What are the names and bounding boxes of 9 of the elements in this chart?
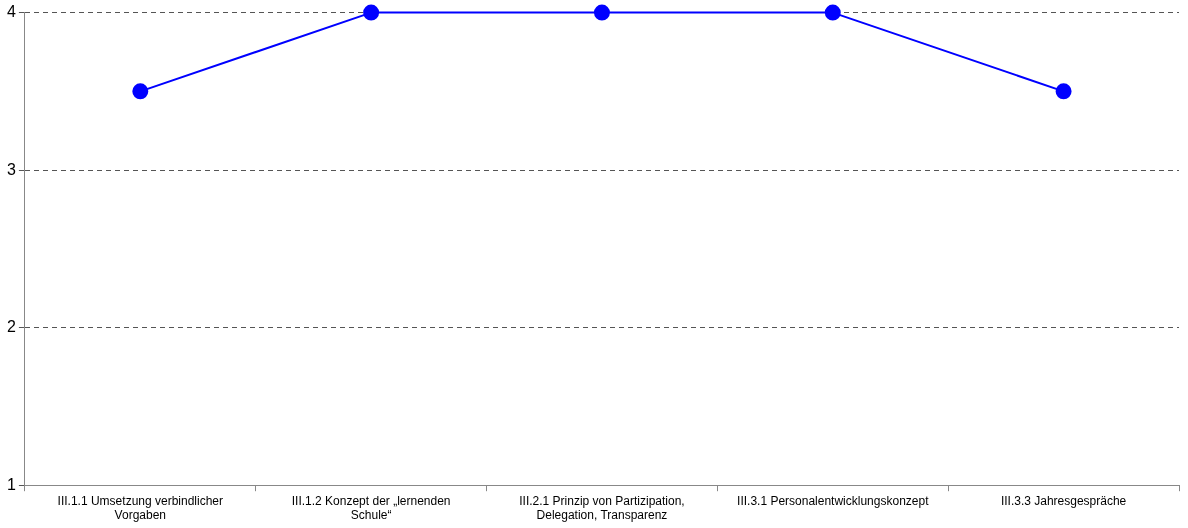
x-tick-label: III.3.3 Jahresgespräche xyxy=(1000,493,1127,508)
y-tick-label: 2 xyxy=(6,318,16,336)
y-tick-label: 1 xyxy=(6,475,16,493)
x-tick-label: III.1.2 Konzept der „lernenden Schule“ xyxy=(291,493,451,523)
y-tick-label: 4 xyxy=(6,3,16,21)
x-tick-label: III.1.1 Umsetzung verbindlicher Vorgaben xyxy=(57,493,224,523)
y-tick-label: 3 xyxy=(6,160,16,178)
x-tick-label: III.3.1 Personalentwicklungskonzept xyxy=(737,493,930,508)
x-tick-label: III.2.1 Prinzip von Partizipation, Delegation, Transparenz xyxy=(519,493,685,523)
